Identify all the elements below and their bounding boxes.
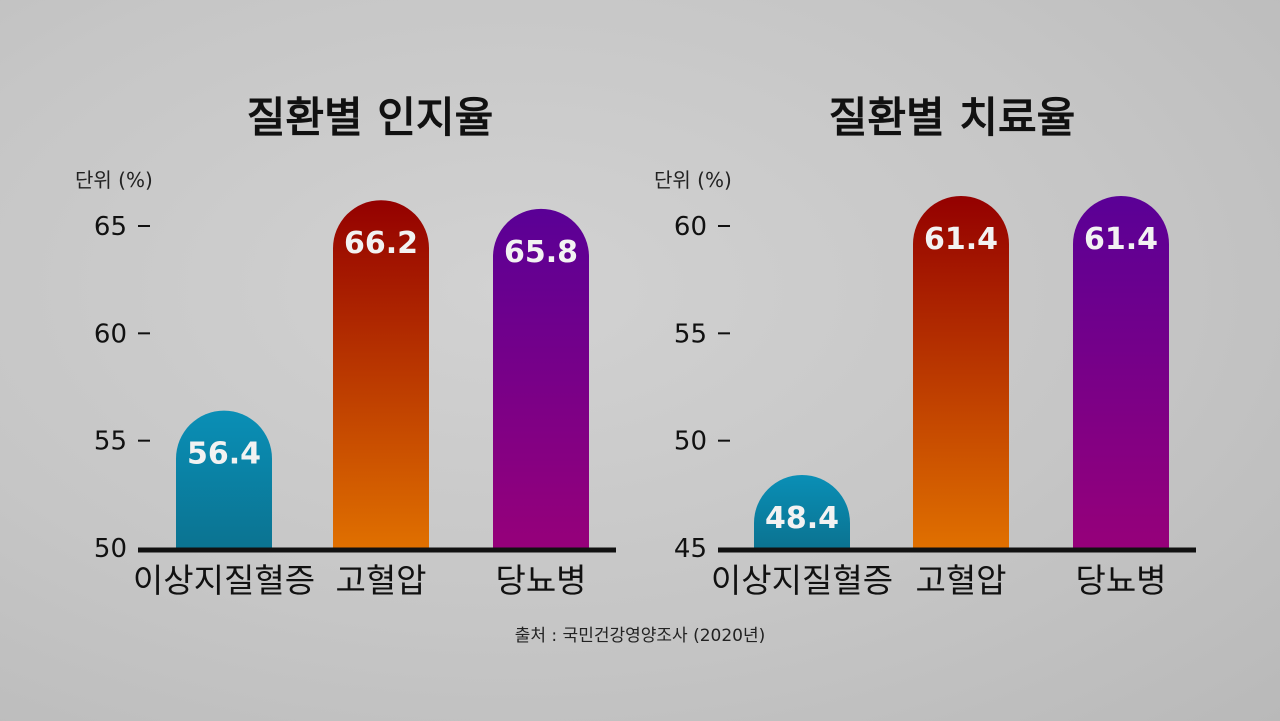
category-label: 고혈압 bbox=[335, 561, 426, 600]
y-tick-label: 55 bbox=[674, 319, 707, 349]
y-tick-label: 65 bbox=[94, 212, 127, 242]
data-label: 61.4 bbox=[924, 222, 998, 257]
data-label: 48.4 bbox=[765, 501, 839, 536]
y-tick-label: 55 bbox=[94, 427, 127, 457]
bars: 56.4 66.2 65.8 bbox=[176, 200, 589, 548]
y-tick-label: 60 bbox=[674, 212, 707, 242]
x-axis: 이상지질혈증 고혈압 당뇨병 bbox=[133, 561, 587, 600]
category-label: 고혈압 bbox=[915, 561, 1006, 600]
bar bbox=[913, 195, 1009, 548]
data-label: 66.2 bbox=[344, 226, 418, 261]
bar bbox=[333, 200, 429, 548]
x-axis: 이상지질혈증 고혈압 당뇨병 bbox=[711, 561, 1167, 600]
data-label: 56.4 bbox=[187, 437, 261, 472]
chart-title: 질환별 인지율 bbox=[247, 93, 493, 142]
data-label: 65.8 bbox=[504, 235, 578, 270]
y-axis: 45 50 55 60 bbox=[674, 212, 730, 564]
category-label: 이상지질혈증 bbox=[711, 561, 893, 600]
y-tick-label: 45 bbox=[674, 534, 707, 564]
category-label: 당뇨병 bbox=[495, 561, 586, 600]
data-label: 61.4 bbox=[1084, 222, 1158, 257]
bar bbox=[493, 208, 589, 548]
bar bbox=[176, 410, 272, 548]
chart-treatment-rate: 질환별 치료율 단위 (%) 45 50 55 60 48.4 61.4 61.4 이상지… bbox=[654, 93, 1196, 600]
category-label: 이상지질혈증 bbox=[133, 561, 315, 600]
unit-label: 단위 (%) bbox=[654, 168, 732, 192]
category-label: 당뇨병 bbox=[1075, 561, 1166, 600]
y-tick-label: 60 bbox=[94, 319, 127, 349]
y-tick-label: 50 bbox=[94, 534, 127, 564]
unit-label: 단위 (%) bbox=[75, 168, 153, 192]
bar bbox=[1073, 195, 1169, 548]
chart-recognition-rate: 질환별 인지율 단위 (%) 50 55 60 65 56.4 66.2 65.8 이상지… bbox=[75, 93, 616, 600]
y-tick-label: 50 bbox=[674, 427, 707, 457]
bars: 48.4 61.4 61.4 bbox=[754, 195, 1169, 548]
chart-title: 질환별 치료율 bbox=[829, 93, 1075, 142]
source-note: 출처 : 국민건강영양조사 (2020년) bbox=[515, 626, 766, 646]
bar bbox=[754, 475, 850, 548]
y-axis: 50 55 60 65 bbox=[94, 212, 150, 564]
